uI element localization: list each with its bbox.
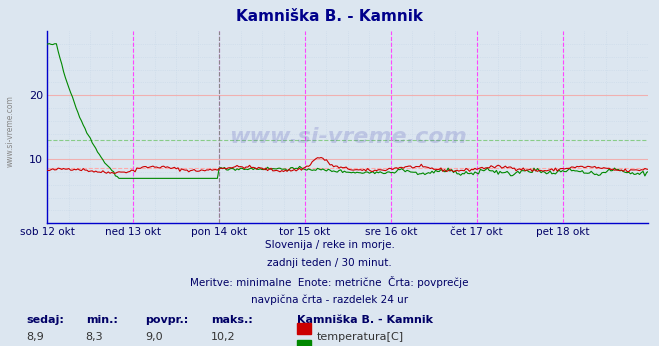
Text: 8,9: 8,9: [26, 332, 44, 342]
Text: 9,0: 9,0: [145, 332, 163, 342]
Text: sedaj:: sedaj:: [26, 315, 64, 325]
Text: www.si-vreme.com: www.si-vreme.com: [5, 95, 14, 167]
Text: Kamniška B. - Kamnik: Kamniška B. - Kamnik: [297, 315, 432, 325]
Text: min.:: min.:: [86, 315, 117, 325]
Text: temperatura[C]: temperatura[C]: [316, 332, 403, 342]
Text: zadnji teden / 30 minut.: zadnji teden / 30 minut.: [267, 258, 392, 268]
Text: Meritve: minimalne  Enote: metrične  Črta: povprečje: Meritve: minimalne Enote: metrične Črta:…: [190, 276, 469, 289]
Text: navpična črta - razdelek 24 ur: navpična črta - razdelek 24 ur: [251, 294, 408, 305]
Text: www.si-vreme.com: www.si-vreme.com: [229, 127, 467, 147]
Text: 10,2: 10,2: [211, 332, 235, 342]
Text: 8,3: 8,3: [86, 332, 103, 342]
Text: Kamniška B. - Kamnik: Kamniška B. - Kamnik: [236, 9, 423, 24]
Text: Slovenija / reke in morje.: Slovenija / reke in morje.: [264, 240, 395, 251]
Text: maks.:: maks.:: [211, 315, 252, 325]
Text: povpr.:: povpr.:: [145, 315, 188, 325]
